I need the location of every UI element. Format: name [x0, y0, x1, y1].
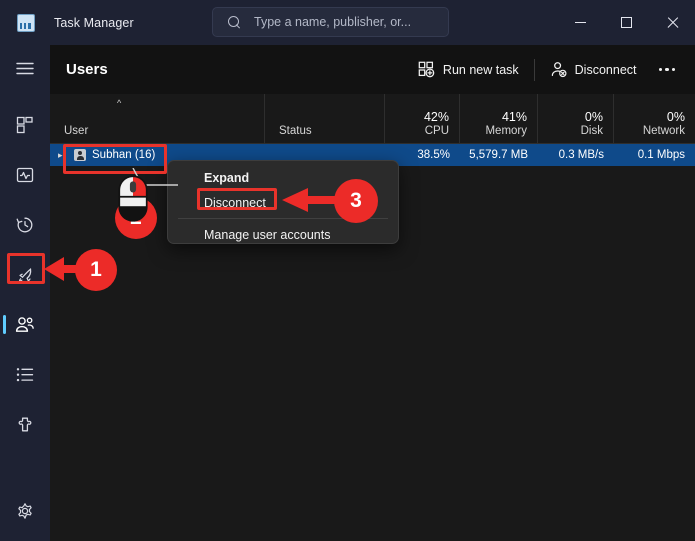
- run-new-task-label: Run new task: [442, 62, 519, 77]
- command-bar: Users Run new task: [50, 45, 695, 94]
- context-menu-separator: [178, 218, 388, 219]
- dot-icon: [665, 67, 669, 72]
- annotation-badge-1: 1: [75, 249, 117, 291]
- annotation-box-disconnect-item: [197, 188, 277, 210]
- column-usage: 0%: [584, 110, 603, 124]
- column-header-user[interactable]: ^ User: [50, 94, 265, 143]
- column-usage: 0%: [666, 110, 685, 124]
- context-menu-item-manage-user-accounts[interactable]: Manage user accounts: [204, 227, 331, 242]
- command-bar-separator: [533, 58, 535, 81]
- minimize-icon: [574, 21, 586, 24]
- column-label: Status: [279, 125, 312, 137]
- column-label: User: [64, 125, 89, 137]
- column-usage: 41%: [501, 110, 527, 124]
- performance-icon: [16, 167, 34, 183]
- cell-network: 0.1 Mbps: [637, 149, 685, 161]
- users-icon: [15, 317, 34, 332]
- gear-icon: [18, 503, 32, 519]
- annotation-box-users-icon: [7, 253, 45, 284]
- annotation-mouse-right-click: [118, 175, 148, 222]
- command-bar-actions: Run new task Disconnect: [408, 45, 687, 94]
- processes-icon: [16, 116, 33, 134]
- cell-user[interactable]: ▸ Subhan (16): [50, 144, 265, 166]
- content-area: Users Run new task: [50, 45, 695, 541]
- column-label: CPU: [424, 125, 449, 137]
- run-new-task-icon: [418, 61, 435, 78]
- chevron-right-icon[interactable]: ▸: [58, 149, 63, 160]
- annotation-box-user-row: [63, 144, 167, 174]
- hamburger-icon: [16, 62, 34, 74]
- column-label: Disk: [580, 125, 603, 137]
- user-name: Subhan (16): [92, 149, 156, 161]
- sidebar-item-services[interactable]: [0, 403, 50, 447]
- task-manager-icon: [17, 13, 35, 32]
- sidebar-item-app-history[interactable]: [0, 203, 50, 247]
- close-button[interactable]: [649, 0, 695, 45]
- sort-ascending-icon: ^: [117, 98, 122, 108]
- app-title: Task Manager: [54, 15, 134, 30]
- window-controls: [557, 0, 695, 45]
- avatar: [74, 149, 86, 161]
- sidebar-item-details[interactable]: [0, 353, 50, 397]
- column-header-status[interactable]: Status: [265, 94, 385, 143]
- run-new-task-button[interactable]: Run new task: [408, 54, 529, 86]
- search-placeholder: Type a name, publisher, or...: [254, 15, 412, 29]
- sidebar: [0, 45, 50, 541]
- column-header-memory[interactable]: 41% Memory: [460, 94, 538, 143]
- sidebar-item-settings[interactable]: [0, 489, 50, 533]
- context-menu-item-disconnect[interactable]: Disconnect: [204, 195, 266, 210]
- disconnect-user-icon: [551, 62, 567, 78]
- services-icon: [18, 417, 32, 432]
- sidebar-item-users[interactable]: [0, 303, 50, 347]
- column-header-network[interactable]: 0% Network: [614, 94, 695, 143]
- table-header-row: ^ User Status 42% CPU 41% Memory 0% Disk: [50, 94, 695, 144]
- page-title: Users: [66, 61, 108, 78]
- maximize-icon: [620, 17, 632, 28]
- column-header-disk[interactable]: 0% Disk: [538, 94, 614, 143]
- column-label: Network: [642, 125, 685, 137]
- sidebar-item-processes[interactable]: [0, 103, 50, 147]
- column-header-cpu[interactable]: 42% CPU: [385, 94, 460, 143]
- app-history-icon: [16, 217, 33, 233]
- annotation-arrow-3: [282, 188, 340, 212]
- maximize-button[interactable]: [603, 0, 649, 45]
- details-icon: [16, 368, 34, 382]
- context-menu-item-expand[interactable]: Expand: [204, 170, 250, 185]
- dot-icon: [658, 67, 662, 72]
- title-bar: Task Manager Type a name, publisher, or.…: [0, 0, 695, 45]
- annotation-badge-3: 3: [334, 179, 378, 223]
- cell-memory: 5,579.7 MB: [469, 149, 528, 161]
- minimize-button[interactable]: [557, 0, 603, 45]
- search-icon: [228, 15, 241, 29]
- annotation-arrow-1: [44, 257, 90, 281]
- disconnect-label: Disconnect: [574, 62, 637, 77]
- cell-disk: 0.3 MB/s: [558, 149, 604, 161]
- cell-cpu: 38.5%: [417, 149, 450, 161]
- column-label: Memory: [485, 125, 527, 137]
- sidebar-item-performance[interactable]: [0, 153, 50, 197]
- column-usage: 42%: [423, 110, 449, 124]
- close-icon: [666, 16, 679, 29]
- hamburger-button[interactable]: [0, 45, 50, 91]
- dot-icon: [671, 67, 675, 72]
- search-input[interactable]: Type a name, publisher, or...: [212, 7, 449, 37]
- disconnect-button[interactable]: Disconnect: [540, 54, 647, 86]
- more-options-button[interactable]: [647, 54, 688, 86]
